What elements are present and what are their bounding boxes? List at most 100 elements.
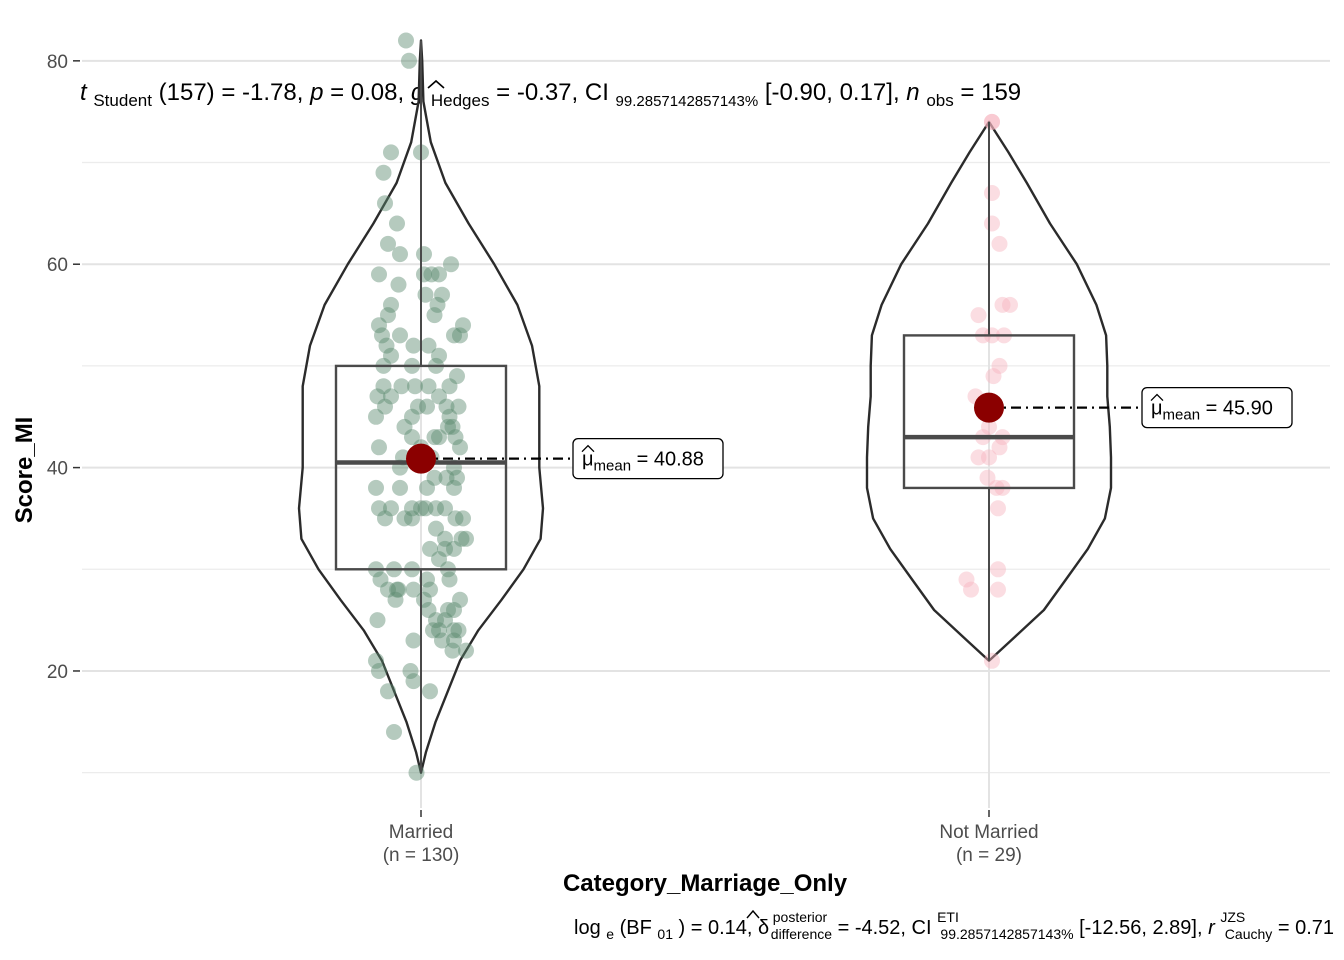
data-point (984, 113, 1000, 130)
box-layer (334, 40, 1076, 773)
delta-symbol: δ (758, 917, 769, 939)
data-point (446, 540, 462, 557)
bf-sub: 01 (657, 926, 673, 942)
data-point (444, 642, 461, 659)
t-symbol: t (80, 79, 88, 106)
data-point (431, 347, 447, 364)
data-point (369, 612, 386, 629)
data-point (405, 337, 422, 354)
mean-label-value: = 40.88 (631, 449, 704, 471)
delta-value: = -4.52, (838, 917, 912, 939)
data-point (984, 652, 1000, 669)
data-point (404, 510, 420, 527)
t-df: (157) (159, 79, 215, 106)
data-point (437, 530, 453, 547)
data-point (991, 439, 1008, 456)
data-point (372, 571, 389, 588)
mean-label-text: μmean = 45.90 (1151, 398, 1273, 424)
data-point (994, 296, 1011, 313)
data-point (981, 418, 997, 435)
y-axis-title: Score_MI (11, 417, 38, 524)
axis-layer: 20 40 60 80 Married(n = 130) Not Married(n = … (47, 52, 1039, 866)
data-point (446, 602, 462, 618)
data-point (981, 449, 997, 466)
data-point (389, 215, 405, 232)
data-point (431, 622, 447, 639)
p-symbol: p (309, 79, 323, 106)
data-point (402, 663, 419, 679)
data-point (447, 429, 464, 446)
data-point (984, 215, 1000, 232)
data-point (390, 276, 407, 293)
data-point (420, 602, 437, 618)
ci-value: [-0.90, 0.17], (765, 79, 906, 106)
data-point (443, 256, 459, 273)
data-point (1002, 296, 1018, 313)
data-point (444, 418, 461, 435)
data-point (389, 581, 405, 598)
data-point (428, 520, 444, 537)
data-point (405, 581, 422, 598)
data-point (383, 144, 399, 161)
data-point (369, 388, 386, 405)
data-point (437, 540, 453, 557)
x-tick-count-label: (n = 29) (956, 845, 1022, 866)
data-point (991, 235, 1008, 252)
mean-label-sub: mean (594, 458, 632, 475)
data-point (420, 337, 437, 354)
data-point (958, 571, 975, 588)
data-point (455, 510, 471, 527)
data-point (368, 479, 384, 496)
data-point (396, 510, 413, 527)
y-tick-label: 40 (47, 459, 68, 480)
bf-open: (BF (620, 917, 652, 939)
delta-sup: posterior (773, 909, 828, 925)
chart-subtitle: t Student (157) = -1.78, p = 0.08, g Hed… (80, 79, 1021, 112)
data-point (404, 408, 420, 425)
data-point (426, 429, 443, 446)
x-tick-label: Not Married (939, 822, 1038, 843)
data-point (408, 764, 425, 781)
data-point (452, 439, 468, 456)
n-sub: obs (926, 91, 953, 110)
data-point (404, 500, 420, 517)
data-point (441, 408, 458, 425)
data-point (383, 347, 399, 364)
data-point (407, 378, 423, 395)
data-point (375, 164, 392, 181)
data-point (434, 632, 450, 649)
r-sub: Cauchy (1225, 926, 1272, 942)
g-sub: Hedges (431, 91, 490, 110)
ci-value-caption: [-12.56, 2.89], (1079, 917, 1208, 939)
data-point (416, 246, 432, 263)
data-point (431, 266, 447, 283)
data-point (417, 500, 434, 517)
mean-label-hat (1150, 393, 1164, 402)
data-point (990, 500, 1006, 517)
data-point (453, 530, 470, 547)
data-point (378, 337, 395, 354)
mean-label-hat (581, 444, 595, 453)
data-point (455, 317, 471, 334)
mean-label-sub: mean (1163, 407, 1201, 424)
t-value: = -1.78, (221, 79, 310, 106)
data-point (422, 683, 438, 700)
t-sub: Student (93, 91, 152, 110)
data-point (425, 622, 441, 639)
g-value: = -0.37, (496, 79, 585, 106)
r-value: = 0.71 (1278, 917, 1334, 939)
data-point (431, 429, 447, 446)
data-point (446, 632, 462, 649)
data-point (368, 408, 384, 425)
data-point (438, 469, 455, 486)
data-point (374, 327, 390, 344)
data-point (437, 612, 453, 629)
data-point (441, 571, 458, 588)
data-point (431, 388, 447, 405)
data-point (970, 307, 987, 324)
data-point (413, 500, 429, 517)
data-point (963, 581, 979, 598)
x-tick-label: Married (389, 822, 453, 843)
